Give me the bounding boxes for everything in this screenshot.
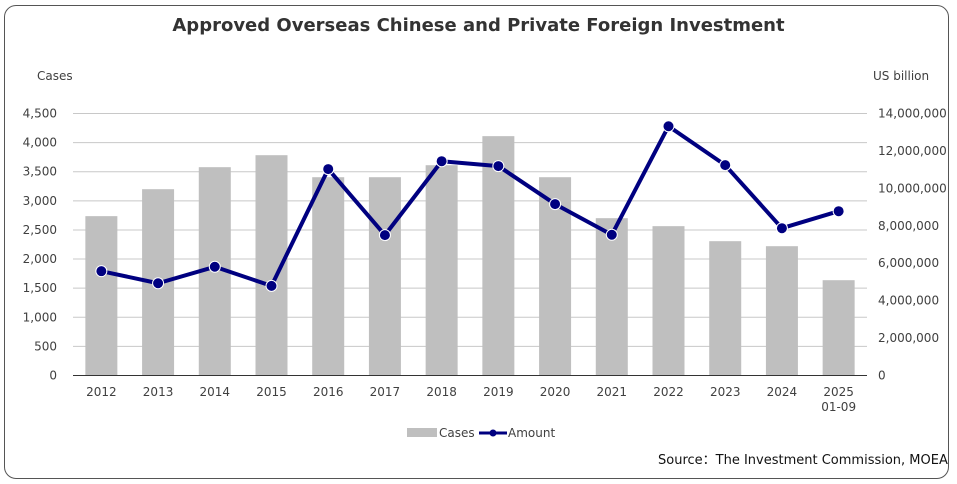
x-tick-label: 2017 <box>370 385 401 399</box>
point-amount <box>378 229 391 242</box>
point-amount <box>492 160 505 173</box>
right-tick-label: 12,000,000 <box>878 144 947 158</box>
bar-cases <box>765 246 798 376</box>
bar-cases <box>709 241 742 376</box>
right-tick-label: 4,000,000 <box>878 294 939 308</box>
point-amount <box>152 277 165 290</box>
bar-cases <box>425 165 458 376</box>
bar-cases <box>482 136 515 376</box>
point-amount <box>662 120 675 133</box>
point-amount <box>208 260 221 273</box>
source-note: Source：The Investment Commission, MOEA <box>658 453 948 468</box>
x-tick-label: 2024 <box>767 385 798 399</box>
right-tick-label: 10,000,000 <box>878 181 947 195</box>
x-tick-label: 2023 <box>710 385 741 399</box>
right-axis-label: US billion <box>873 69 930 83</box>
line-amount <box>100 124 840 288</box>
bar-cases <box>652 226 685 376</box>
right-tick-label: 8,000,000 <box>878 219 939 233</box>
x-tick-label: 2019 <box>483 385 514 399</box>
point-amount <box>549 198 562 211</box>
left-tick-label: 4,000 <box>23 136 57 150</box>
bar-cases <box>595 218 628 376</box>
left-tick-label: 2,000 <box>23 252 57 266</box>
x-tick-label: 2012 <box>86 385 117 399</box>
point-amount <box>832 205 845 218</box>
legend-label-cases: Cases <box>439 426 475 440</box>
left-tick-label: 500 <box>34 339 57 353</box>
left-tick-label: 1,000 <box>23 310 57 324</box>
left-tick-label: 3,000 <box>23 194 57 208</box>
chart-title: Approved Overseas Chinese and Private Fo… <box>172 15 785 36</box>
point-amount <box>605 228 618 241</box>
x-tick-label: 01-09 <box>821 400 856 414</box>
x-tick-label: 2022 <box>653 385 684 399</box>
x-tick-label: 2013 <box>143 385 174 399</box>
bar-cases <box>312 177 345 376</box>
bar-cases <box>85 216 118 376</box>
point-amount <box>775 222 788 235</box>
left-tick-label: 4,500 <box>23 107 57 121</box>
point-amount <box>719 159 732 172</box>
point-amount <box>95 265 108 278</box>
point-amount <box>435 155 448 168</box>
x-tick-label: 2015 <box>256 385 287 399</box>
left-tick-label: 1,500 <box>23 281 57 295</box>
legend-marker-amount <box>489 429 497 437</box>
left-tick-label: 2,500 <box>23 223 57 237</box>
legend-swatch-cases <box>407 428 437 437</box>
x-tick-label: 2016 <box>313 385 344 399</box>
point-amount <box>265 279 278 292</box>
left-tick-label: 3,500 <box>23 165 57 179</box>
x-tick-label: 2021 <box>597 385 628 399</box>
x-tick-label: 2014 <box>200 385 231 399</box>
bar-cases <box>368 177 401 376</box>
x-tick-label: 2018 <box>426 385 457 399</box>
legend-label-amount: Amount <box>508 426 555 440</box>
right-tick-label: 6,000,000 <box>878 256 939 270</box>
x-tick-label: 2020 <box>540 385 571 399</box>
x-tick-label: 2025 <box>823 385 854 399</box>
bar-cases <box>822 280 855 376</box>
left-axis-label: Cases <box>37 69 73 83</box>
right-tick-label: 2,000,000 <box>878 331 939 345</box>
right-tick-label: 14,000,000 <box>878 107 947 121</box>
right-tick-label: 0 <box>878 369 886 383</box>
left-tick-label: 0 <box>49 369 57 383</box>
point-amount <box>322 163 335 176</box>
